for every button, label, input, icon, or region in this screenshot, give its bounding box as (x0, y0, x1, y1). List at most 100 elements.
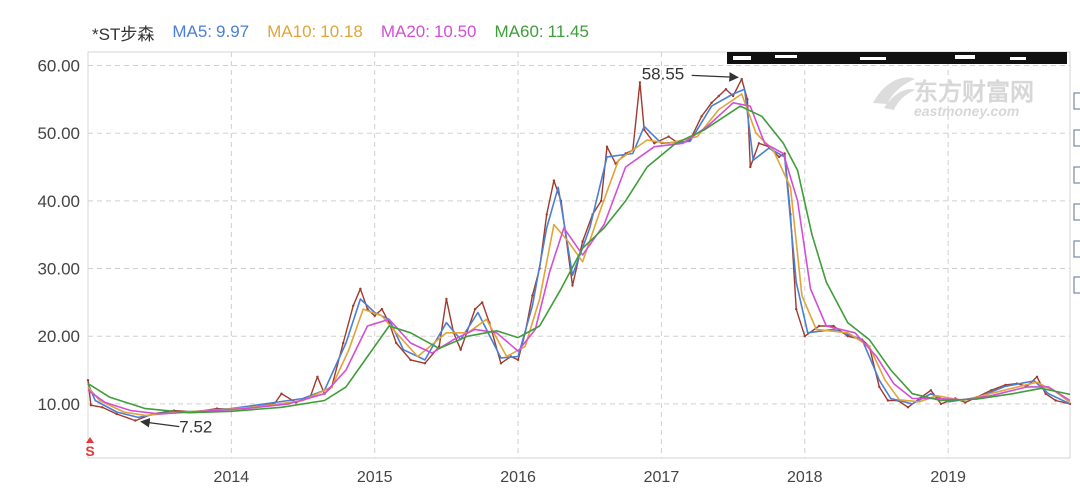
price-point (795, 307, 798, 311)
price-point (832, 324, 835, 328)
legend-ma60-value: 11.45 (547, 22, 589, 41)
series-line-ma60 (87, 105, 1071, 414)
price-point (757, 142, 761, 145)
price-point (316, 375, 319, 378)
x-tick-label: 2018 (787, 469, 823, 486)
price-point (740, 77, 743, 81)
stock-name: *ST步森 (92, 24, 155, 44)
price-point (89, 404, 93, 407)
legend-ma10-value: 10.18 (320, 22, 363, 41)
price-point (964, 401, 967, 404)
price-point (342, 341, 345, 345)
price-point (516, 358, 520, 362)
price-point (438, 345, 441, 348)
price-point (552, 179, 556, 182)
plot-frame (87, 51, 1071, 459)
price-point (445, 297, 448, 301)
watermark-cn-text: 东方财富网 (914, 77, 1034, 106)
price-point (777, 155, 781, 159)
legend-ma5-label: MA5: (172, 22, 213, 41)
price-point (581, 240, 584, 243)
price-point (280, 392, 283, 395)
legend-ma60: MA60: 11.45 (495, 22, 589, 42)
ma-legend: *ST步森 MA5: 9.97 MA10: 10.18 MA20: 10.50 … (92, 20, 589, 44)
y-tick-label: 60.00 (37, 57, 80, 76)
price-point (710, 101, 713, 105)
price-point (1054, 399, 1057, 402)
price-point (817, 324, 821, 328)
high-price-annotation: 58.55 (642, 64, 685, 83)
price-point (499, 362, 503, 365)
price-point (638, 81, 642, 84)
price-point (545, 213, 548, 216)
s-marker-label: S (85, 443, 94, 459)
price-point (459, 348, 462, 351)
price-point (990, 389, 993, 392)
side-checkbox-6[interactable] (1073, 276, 1080, 294)
side-checkbox-5[interactable] (1073, 240, 1080, 258)
price-point (906, 406, 910, 409)
y-tick-label: 10.00 (37, 395, 80, 414)
price-point (605, 145, 609, 148)
side-checkbox-4[interactable] (1073, 203, 1080, 221)
legend-ma60-label: MA60: (494, 22, 544, 41)
legend-ma5: MA5: 9.97 (172, 22, 249, 42)
legend-ma10: MA10: 10.18 (267, 22, 363, 42)
legend-ma5-value: 9.97 (216, 22, 250, 41)
low-price-arrow (140, 417, 180, 428)
price-point (667, 135, 670, 138)
price-point (395, 341, 398, 345)
y-tick-label: 40.00 (37, 192, 80, 211)
price-point (886, 399, 890, 402)
legend-ma20-label: MA20: (380, 22, 430, 41)
price-point (749, 165, 752, 169)
low-price-annotation: 7.52 (179, 418, 212, 437)
legend-ma10-label: MA10: (267, 22, 317, 41)
price-point (115, 412, 118, 416)
watermark-en-text: eastmoney.com (914, 103, 1019, 119)
price-point (878, 385, 881, 389)
price-point (134, 419, 137, 422)
x-tick-label: 2016 (500, 469, 536, 486)
series-line-ma10 (87, 93, 1071, 417)
x-tick-label: 2019 (930, 469, 966, 486)
price-point (380, 307, 384, 311)
price-point (101, 406, 104, 409)
side-panel-checkboxes (1073, 92, 1080, 294)
price-point (409, 358, 412, 362)
price-point (653, 142, 656, 145)
x-tick-label: 2014 (214, 469, 250, 486)
eastmoney-watermark: 东方财富网 eastmoney.com (873, 77, 1034, 119)
x-tick-label: 2015 (357, 469, 393, 486)
price-point (803, 335, 806, 338)
s-marker: S (85, 437, 95, 459)
y-tick-label: 50.00 (37, 124, 80, 143)
price-point (846, 335, 849, 338)
price-point (531, 294, 534, 297)
price-point (939, 402, 943, 406)
high-price-arrow (691, 72, 739, 82)
side-checkbox-3[interactable] (1073, 166, 1080, 184)
price-point (86, 379, 90, 382)
chart-annotations: 58.55 7.52 (140, 64, 739, 437)
side-checkbox-2[interactable] (1073, 129, 1080, 147)
side-checkbox-1[interactable] (1073, 92, 1080, 110)
price-point (1044, 392, 1047, 395)
price-point (481, 301, 484, 304)
up-arrow-icon (86, 437, 94, 443)
y-tick-label: 30.00 (37, 260, 80, 279)
price-point (929, 389, 933, 392)
eastmoney-logo-icon (873, 77, 915, 110)
price-point (423, 362, 427, 365)
y-tick-label: 20.00 (37, 327, 80, 346)
price-point (717, 94, 720, 98)
price-point (700, 115, 703, 118)
x-tick-label: 2017 (644, 469, 680, 486)
price-point (473, 307, 477, 311)
price-point (731, 94, 735, 98)
series-line-ma20 (87, 102, 1071, 415)
series-line-ma5 (87, 88, 1071, 419)
chart-grid: 10.00 20.00 30.00 40.00 50.00 60.00 2014 2015 20… (37, 51, 1071, 486)
chart-series (86, 77, 1072, 422)
